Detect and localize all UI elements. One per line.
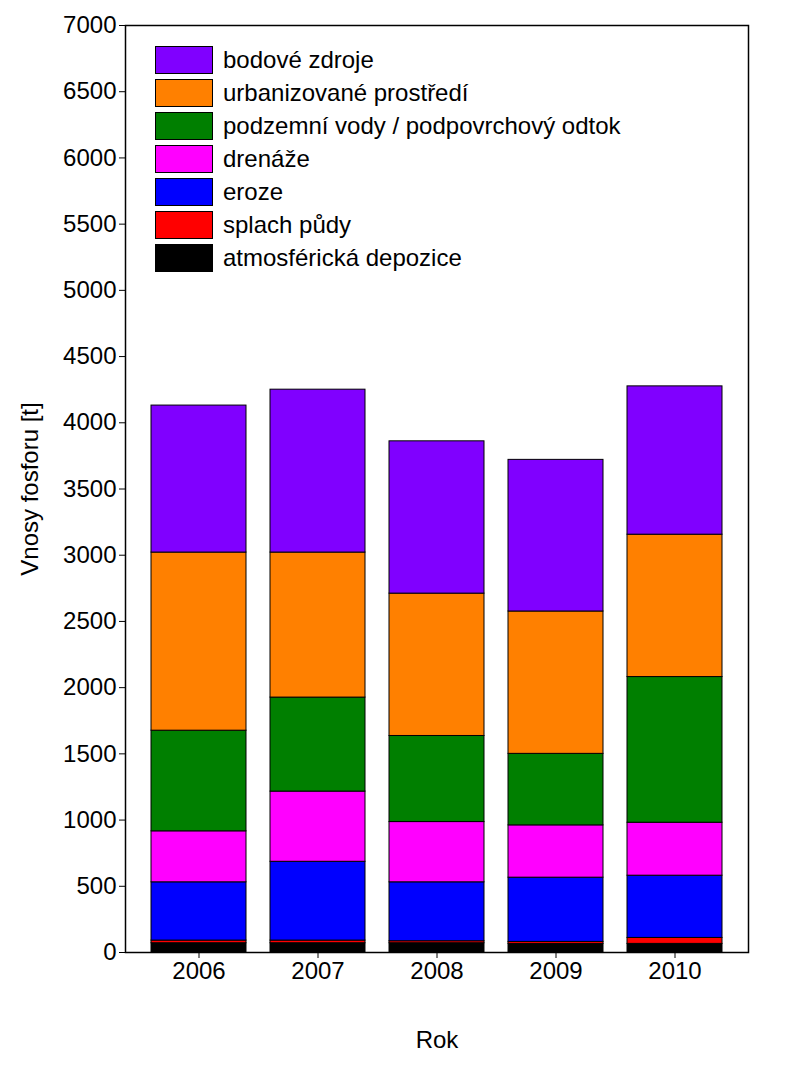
- svg-text:2007: 2007: [291, 957, 344, 984]
- svg-text:6500: 6500: [63, 77, 116, 104]
- svg-text:6000: 6000: [63, 144, 116, 171]
- svg-text:1000: 1000: [63, 806, 116, 833]
- svg-text:2000: 2000: [63, 673, 116, 700]
- html-text:bodové zdroje: bodové zdroje: [223, 45, 374, 73]
- svg-text:4000: 4000: [63, 408, 116, 435]
- svg-text:5500: 5500: [63, 210, 116, 237]
- svg-text:500: 500: [76, 872, 116, 899]
- svg-text:3000: 3000: [63, 541, 116, 568]
- svg-text:2500: 2500: [63, 607, 116, 634]
- svg-text:7000: 7000: [63, 11, 116, 38]
- svg-text:1500: 1500: [63, 740, 116, 767]
- svg-text:3500: 3500: [63, 475, 116, 502]
- html-text:podzemní vody / podpovrchový o: podzemní vody / podpovrchový odtok: [223, 111, 621, 139]
- svg-text:2008: 2008: [410, 957, 463, 984]
- html-text:drenáže: drenáže: [223, 144, 310, 172]
- svg-text:5000: 5000: [63, 276, 116, 303]
- html-text:atmosférická depozice: atmosférická depozice: [223, 243, 462, 271]
- svg-text:2010: 2010: [648, 957, 701, 984]
- svg-text:4500: 4500: [63, 342, 116, 369]
- svg-text:2009: 2009: [529, 957, 582, 984]
- svg-text:2006: 2006: [172, 957, 225, 984]
- svg-text:Vnosy fosforu [t]: Vnosy fosforu [t]: [16, 402, 43, 575]
- html-text:urbanizované prostředí: urbanizované prostředí: [223, 78, 469, 106]
- svg-text:0: 0: [103, 938, 116, 965]
- html-text:splach půdy: splach půdy: [223, 210, 352, 238]
- svg-text:Rok: Rok: [416, 1026, 460, 1053]
- html-text:eroze: eroze: [223, 177, 283, 205]
